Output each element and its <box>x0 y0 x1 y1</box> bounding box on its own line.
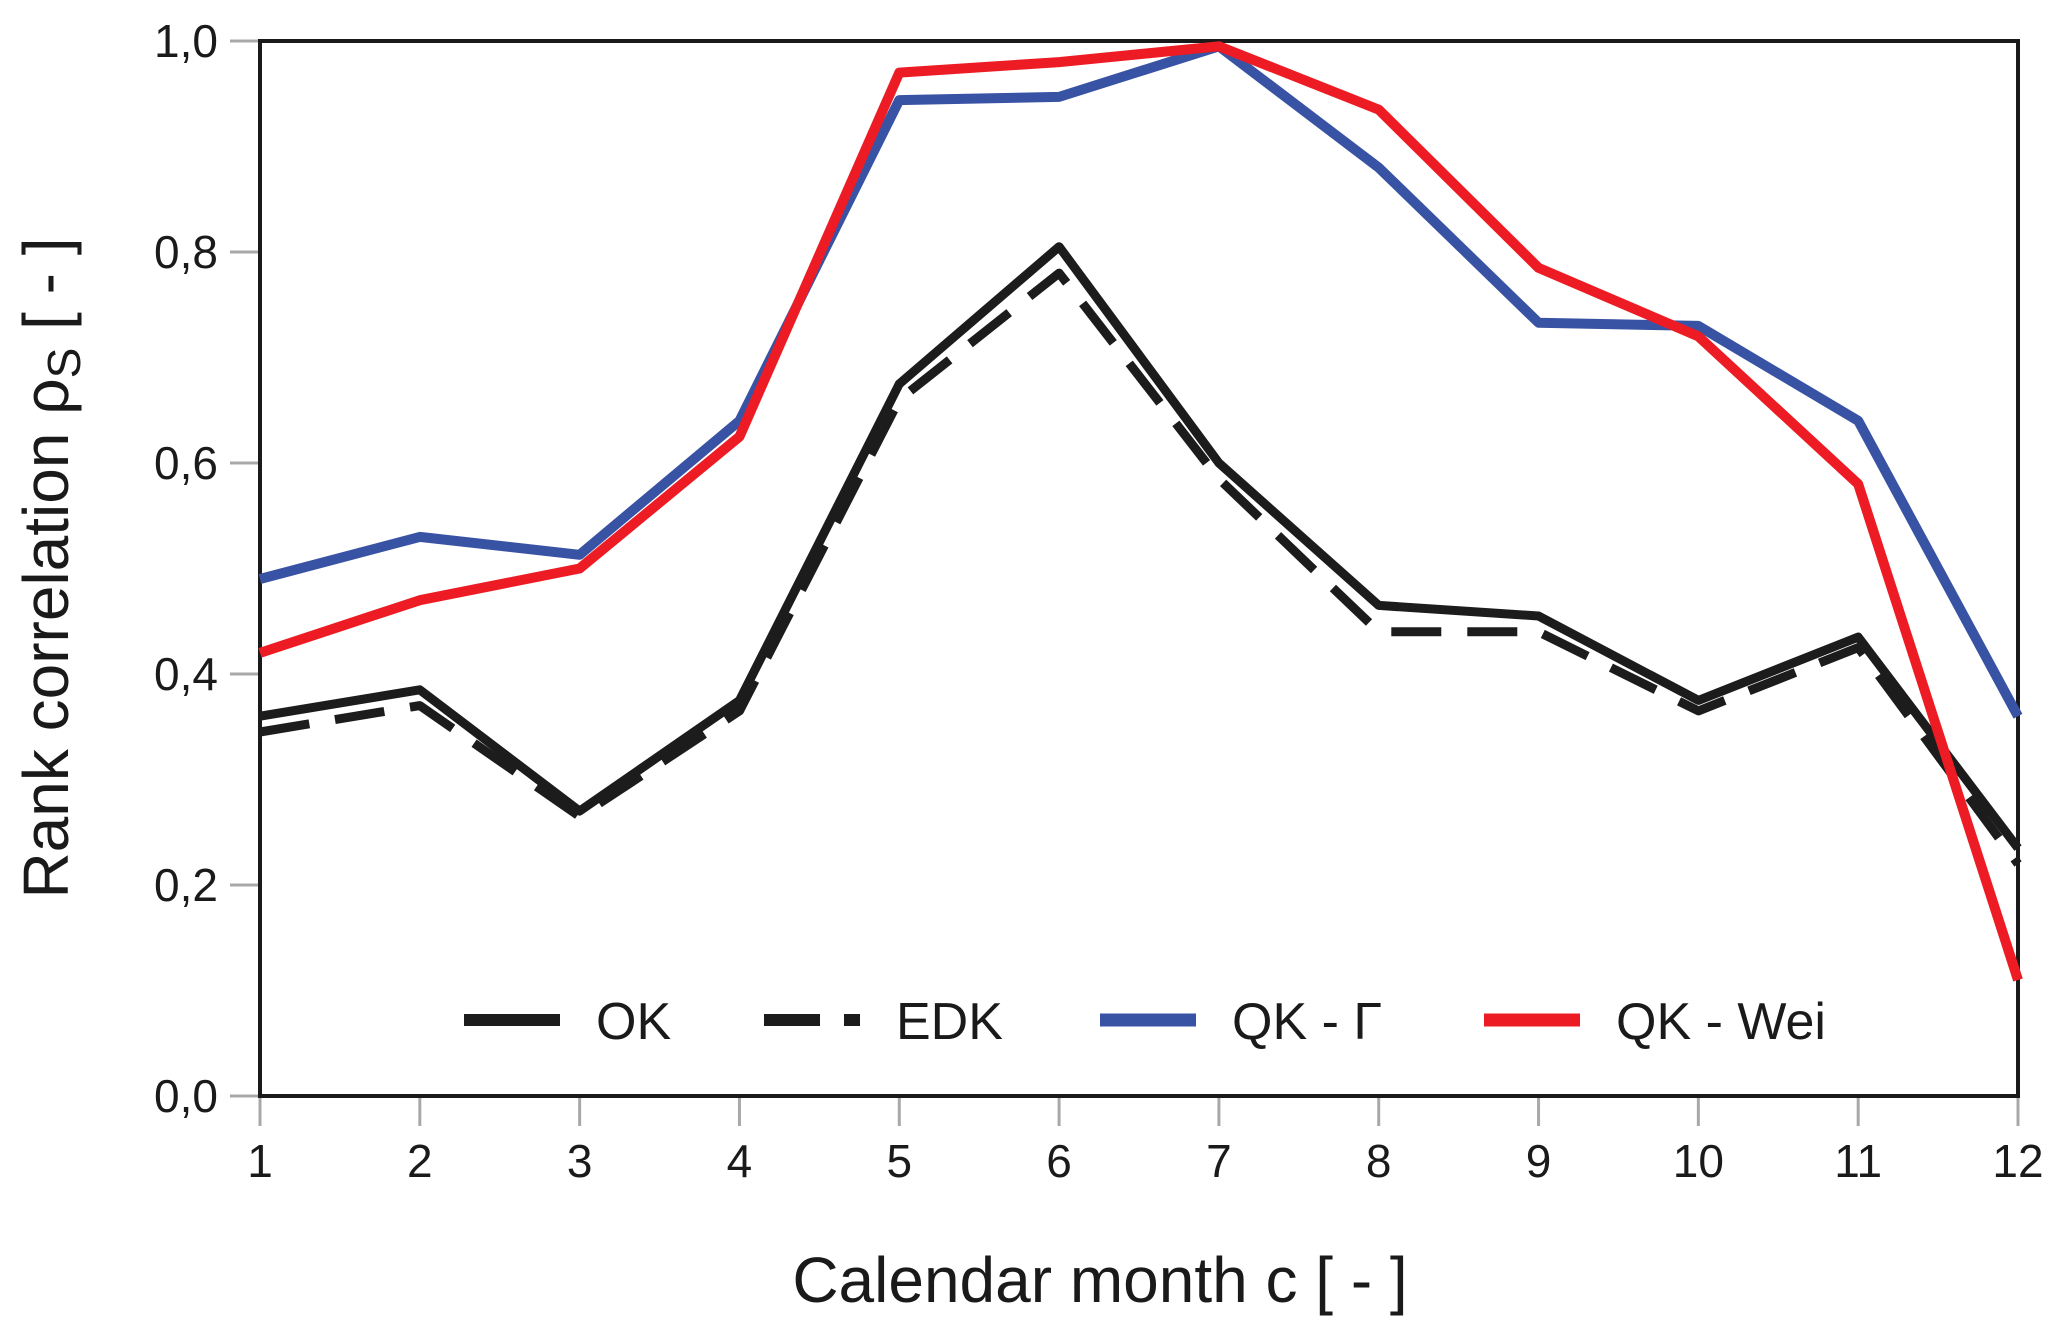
y-axis-title: Rank correlation ρS [ - ] <box>10 237 90 898</box>
x-tick-label: 3 <box>567 1135 593 1187</box>
axis-tick-labels: 0,00,20,40,60,81,01 2 3 4 5 6 7 8 9 10 11 12 <box>154 15 2044 1187</box>
y-tick-label: 0,0 <box>154 1070 218 1122</box>
series-line-qk-wei <box>258 41 2023 982</box>
x-tick-label: 12 <box>1992 1135 2043 1187</box>
y-tick-label: 0,8 <box>154 226 218 278</box>
x-tick-label: 9 <box>1526 1135 1552 1187</box>
x-tick-label: 6 <box>1046 1135 1072 1187</box>
series-lines <box>258 41 2023 982</box>
x-tick-label: 10 <box>1673 1135 1724 1187</box>
legend-label-qk-wei: QK - Wei <box>1616 993 1826 1051</box>
legend-item-ok: OK <box>464 993 671 1051</box>
series-line-ok <box>259 242 2022 851</box>
legend-label-qk-gamma: QK - Γ <box>1232 993 1382 1051</box>
legend-item-qk-gamma: QK - Γ <box>1100 993 1382 1051</box>
legend-label-ok: OK <box>596 993 671 1051</box>
y-tick-label: 1,0 <box>154 15 218 67</box>
x-tick-label: 11 <box>1834 1135 1882 1187</box>
y-tick-label: 0,4 <box>154 648 218 700</box>
legend-item-qk-wei: QK - Wei <box>1484 993 1826 1051</box>
x-tick-label: 7 <box>1206 1135 1232 1187</box>
axis-ticks <box>230 39 2020 1126</box>
y-tick-label: 0,6 <box>154 437 218 489</box>
x-tick-label: 1 <box>247 1135 273 1187</box>
plot-frame <box>258 39 2020 1098</box>
x-axis-title: Calendar month c [ - ] <box>792 1244 1407 1316</box>
y-tick-label: 0,2 <box>154 859 218 911</box>
series-line-qk-gamma <box>258 41 2023 719</box>
x-tick-label: 4 <box>727 1135 753 1187</box>
legend: OK EDK QK - Γ QK - Wei <box>464 993 1826 1051</box>
x-tick-label: 2 <box>407 1135 433 1187</box>
x-tick-label: 8 <box>1366 1135 1392 1187</box>
x-tick-label: 5 <box>886 1135 912 1187</box>
legend-item-edk: EDK <box>764 993 1003 1051</box>
series-line-edk <box>259 268 2022 867</box>
legend-label-edk: EDK <box>896 993 1003 1051</box>
